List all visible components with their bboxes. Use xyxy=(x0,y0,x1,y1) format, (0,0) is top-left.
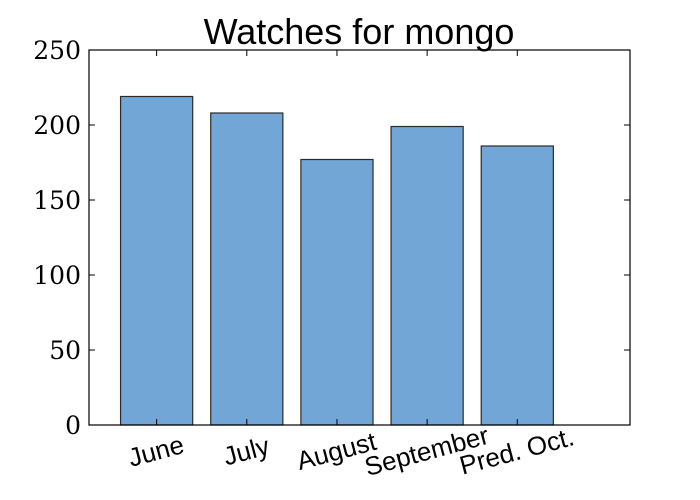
y-tick-label: 50 xyxy=(49,336,81,365)
bar-pred-oct xyxy=(480,145,554,426)
bar-august xyxy=(300,158,374,426)
plot-area-frame xyxy=(88,49,631,426)
y-tick-label: 250 xyxy=(33,36,81,65)
bar-june xyxy=(119,95,194,426)
x-tick-label: June xyxy=(125,429,187,473)
y-tick-label: 100 xyxy=(33,261,81,290)
chart-title: Watches for mongo xyxy=(204,11,515,52)
y-tick-label: 0 xyxy=(65,411,81,440)
bars-layer xyxy=(119,95,554,426)
y-tick-label: 150 xyxy=(33,186,81,215)
axis-ticks xyxy=(89,49,630,426)
bar-july xyxy=(210,112,284,426)
y-tick-label: 200 xyxy=(33,111,81,140)
x-tick-label: July xyxy=(220,430,272,471)
y-axis-tick-labels: 0 50 100 150 200 250 xyxy=(33,36,81,440)
bar-september xyxy=(390,125,464,426)
